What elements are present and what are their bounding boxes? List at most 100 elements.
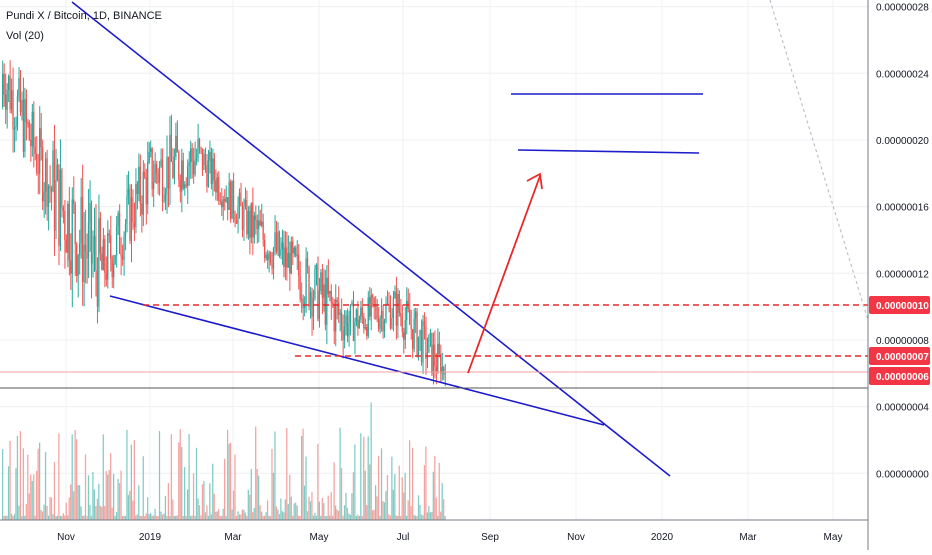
volume-bar (286, 428, 288, 520)
candle-body (90, 203, 93, 264)
volume-bar (321, 497, 323, 520)
volume-bar (86, 515, 88, 520)
volume-bar (111, 507, 113, 520)
candle-body (210, 151, 212, 184)
volume-bar (175, 515, 177, 520)
volume-bar (138, 485, 140, 520)
candle-body (253, 215, 255, 238)
x-tick-label: 2020 (651, 532, 674, 543)
candle-body (22, 99, 24, 152)
candle-body (163, 200, 165, 202)
volume-bar (102, 434, 104, 520)
candle-body (238, 192, 241, 207)
candle-body (74, 204, 76, 245)
candle-body (96, 270, 98, 307)
volume-bar (329, 515, 331, 520)
candle-body (120, 253, 122, 257)
volume-bar (392, 489, 394, 520)
candle-body (179, 179, 181, 192)
volume-bar (318, 501, 320, 520)
volume-bar (71, 434, 73, 520)
volume-bar (189, 516, 192, 520)
candle-body (107, 233, 109, 280)
candle-body (113, 263, 115, 278)
volume-bar (141, 515, 143, 520)
candle-body (130, 197, 133, 241)
candle-body (73, 199, 75, 205)
volume-bar (226, 429, 229, 520)
volume-bar (336, 509, 338, 520)
volume-bar (206, 505, 208, 520)
volume-bar (115, 512, 118, 520)
volume-bar (355, 515, 357, 520)
volume-bar (376, 496, 378, 520)
volume-bar (435, 497, 437, 520)
candle-body (417, 336, 420, 356)
volume-bar (361, 515, 363, 520)
candle-body (416, 311, 418, 356)
candle-body (58, 164, 60, 246)
volume-bar (192, 473, 195, 520)
candle-body (132, 197, 134, 223)
volume-bar (12, 515, 14, 520)
candle-body (388, 303, 390, 305)
candle-body (231, 180, 233, 219)
candle-body (191, 148, 193, 162)
volume-bar (191, 515, 193, 520)
volume-bar (154, 508, 156, 520)
candle-body (95, 235, 97, 271)
volume-bar (423, 465, 426, 520)
candle-body (293, 247, 295, 254)
candle-body (440, 353, 442, 374)
candle-body (228, 181, 230, 210)
volume-bar (65, 502, 67, 520)
candle-body (6, 90, 8, 110)
volume-bar (178, 442, 180, 520)
volume-bar (324, 515, 326, 520)
candle-body (12, 90, 14, 130)
volume-bar (252, 512, 254, 520)
candle-body (204, 153, 207, 166)
volume-bar (129, 490, 131, 520)
volume-bar (352, 472, 355, 520)
candle-body (111, 258, 113, 278)
candle-body (345, 315, 347, 327)
candle-body (258, 220, 260, 229)
volume-bar (244, 512, 246, 520)
volume-bar (164, 495, 167, 520)
volume-bar (440, 511, 442, 520)
volume-bar (13, 514, 16, 520)
volume-bar (89, 504, 91, 520)
candle-body (62, 207, 64, 211)
candle-body (382, 310, 384, 332)
candle-body (406, 300, 408, 321)
candle-body (243, 206, 245, 231)
volume-bar (342, 515, 344, 520)
volume-bar (110, 453, 112, 520)
volume-bar (295, 502, 297, 520)
volume-bar (370, 402, 372, 520)
candle-body (18, 77, 20, 97)
volume-bar (269, 515, 272, 520)
volume-bar (67, 515, 69, 520)
candle-body (33, 111, 35, 148)
candle-body (160, 159, 162, 166)
volume-bar (305, 456, 307, 520)
candle-body (209, 151, 211, 161)
candle-body (397, 293, 399, 326)
volume-bar (160, 511, 162, 520)
candle-body (413, 318, 415, 350)
volume-bar (108, 470, 110, 520)
volume-bar (216, 511, 218, 520)
x-tick-label: Nov (57, 532, 75, 543)
candle-body (409, 308, 411, 325)
volume-bar (169, 515, 171, 520)
volume-bar (104, 506, 106, 520)
volume-bar (4, 515, 7, 520)
candle-body (428, 334, 430, 353)
candle-body (115, 226, 118, 256)
volume-bar (222, 508, 224, 520)
candle-body (401, 316, 403, 332)
volume-bar (231, 509, 233, 520)
